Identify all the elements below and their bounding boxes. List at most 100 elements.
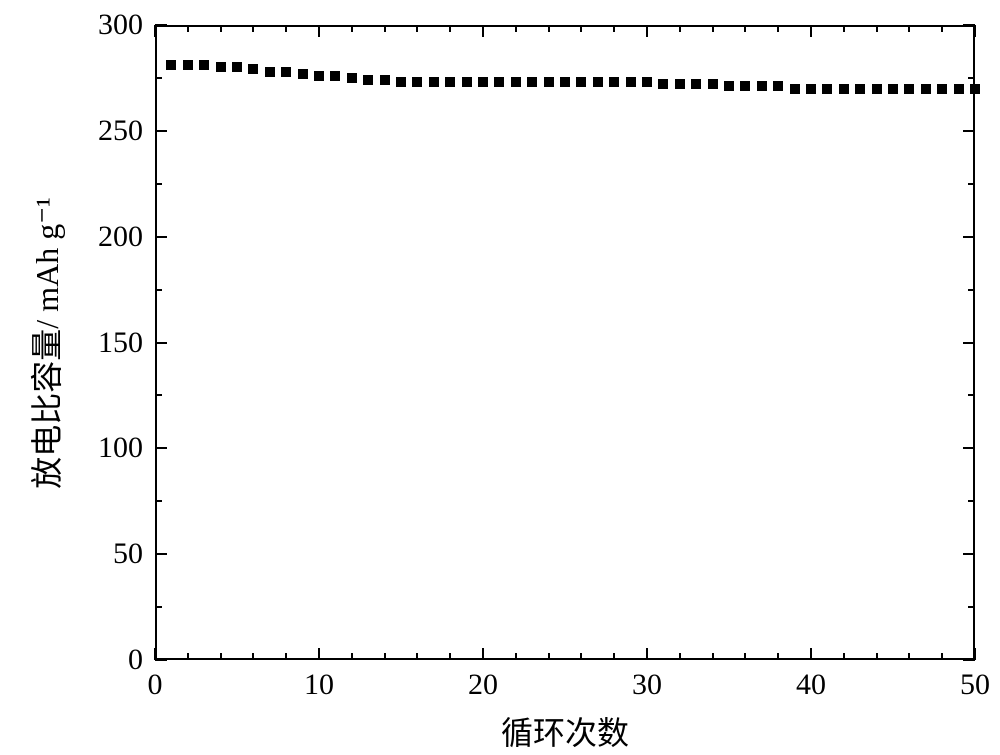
x-tick-top [384,25,386,32]
data-point [954,84,964,94]
y-tick-right [963,659,975,661]
y-tick [155,606,162,608]
data-point [691,79,701,89]
y-tick [155,342,167,344]
x-tick [548,653,550,660]
data-point [806,84,816,94]
data-point [412,77,422,87]
data-point [462,77,472,87]
data-point [740,81,750,91]
data-point [445,77,455,87]
y-tick [155,553,167,555]
x-tick [712,653,714,660]
data-point [921,84,931,94]
y-tick-right [963,236,975,238]
x-tick-top [777,25,779,32]
data-point [232,62,242,72]
data-point [166,60,176,70]
y-tick-label: 50 [113,537,143,571]
x-tick-top [613,25,615,32]
data-point [970,84,980,94]
y-tick [155,289,162,291]
x-tick [252,653,254,660]
x-tick-top [154,25,156,37]
y-tick-label: 0 [128,643,143,677]
y-tick [155,236,167,238]
x-tick [941,653,943,660]
data-point [265,67,275,77]
data-point [544,77,554,87]
x-tick-top [941,25,943,32]
x-tick-top [810,25,812,37]
data-point [872,84,882,94]
x-tick-top [580,25,582,32]
data-point [708,79,718,89]
y-tick-right [968,394,975,396]
y-tick-right [963,24,975,26]
x-tick [777,653,779,660]
data-point [527,77,537,87]
y-tick-right [968,606,975,608]
data-point [675,79,685,89]
data-point [183,60,193,70]
x-tick [515,653,517,660]
y-tick [155,659,167,661]
y-tick [155,183,162,185]
data-point [724,81,734,91]
x-tick [646,648,648,660]
x-tick-top [515,25,517,32]
x-tick-top [252,25,254,32]
x-tick [187,653,189,660]
y-tick-right [968,289,975,291]
x-tick-top [843,25,845,32]
data-point [380,75,390,85]
y-tick-right [963,553,975,555]
x-tick-top [974,25,976,37]
x-tick-top [876,25,878,32]
data-point [609,77,619,87]
data-point [642,77,652,87]
x-tick-label: 40 [796,668,826,702]
x-tick-top [318,25,320,37]
data-point [494,77,504,87]
data-point [937,84,947,94]
data-point [478,77,488,87]
data-point [330,71,340,81]
data-point [658,79,668,89]
data-point [560,77,570,87]
data-point [216,62,226,72]
data-point [888,84,898,94]
x-tick-label: 20 [468,668,498,702]
data-point [363,75,373,85]
data-point [626,77,636,87]
y-tick-right [968,183,975,185]
x-tick-top [548,25,550,32]
x-tick-top [679,25,681,32]
y-tick-right [968,500,975,502]
y-tick [155,394,162,396]
y-tick-label: 100 [98,431,143,465]
x-tick [843,653,845,660]
data-point [773,81,783,91]
x-tick-top [285,25,287,32]
data-point [396,77,406,87]
data-point [576,77,586,87]
data-point [511,77,521,87]
x-tick [220,653,222,660]
y-tick [155,447,167,449]
x-tick [908,653,910,660]
data-point [790,84,800,94]
x-tick-label: 30 [632,668,662,702]
x-tick-top [187,25,189,32]
y-tick-label: 300 [98,8,143,42]
data-point [248,64,258,74]
data-point [199,60,209,70]
x-tick [351,653,353,660]
plot-area [155,25,975,660]
y-tick [155,130,167,132]
data-point [429,77,439,87]
data-point [281,67,291,77]
x-tick-label: 50 [960,668,990,702]
y-tick-label: 150 [98,326,143,360]
x-tick-top [220,25,222,32]
